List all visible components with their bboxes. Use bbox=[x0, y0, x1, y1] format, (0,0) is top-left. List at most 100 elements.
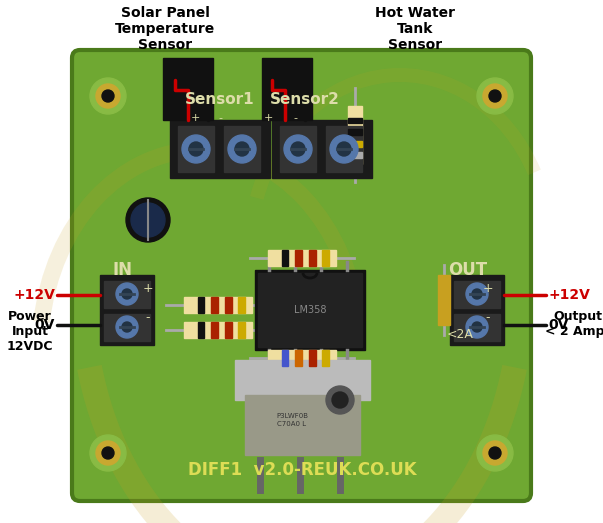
Bar bbox=[255, 270, 365, 350]
Bar bbox=[348, 129, 362, 135]
Circle shape bbox=[472, 289, 482, 299]
Circle shape bbox=[228, 135, 256, 163]
Bar bbox=[272, 120, 372, 178]
Circle shape bbox=[96, 441, 120, 465]
Circle shape bbox=[90, 78, 126, 114]
Bar bbox=[438, 275, 450, 325]
Circle shape bbox=[477, 78, 513, 114]
Bar bbox=[225, 297, 232, 313]
Text: +: + bbox=[482, 281, 493, 294]
Circle shape bbox=[90, 435, 126, 471]
Text: LM358: LM358 bbox=[294, 305, 326, 315]
Circle shape bbox=[102, 447, 114, 459]
Text: -: - bbox=[218, 113, 222, 123]
Bar bbox=[211, 297, 218, 313]
Bar bbox=[295, 250, 302, 266]
Circle shape bbox=[330, 135, 358, 163]
Text: Sensor2: Sensor2 bbox=[270, 93, 340, 108]
Circle shape bbox=[332, 392, 348, 408]
Bar bbox=[198, 297, 204, 313]
Circle shape bbox=[116, 283, 138, 305]
Circle shape bbox=[337, 142, 351, 156]
Text: +12V: +12V bbox=[13, 288, 55, 302]
Circle shape bbox=[489, 447, 501, 459]
Circle shape bbox=[235, 142, 249, 156]
Text: +: + bbox=[264, 113, 273, 123]
Text: -: - bbox=[146, 312, 150, 324]
Text: +: + bbox=[143, 281, 153, 294]
Circle shape bbox=[122, 289, 132, 299]
Circle shape bbox=[189, 142, 203, 156]
Bar bbox=[454, 281, 500, 308]
Text: Power
Input
12VDC: Power Input 12VDC bbox=[7, 310, 53, 353]
Bar bbox=[224, 126, 260, 172]
Text: Output
< 2 Amps: Output < 2 Amps bbox=[545, 310, 603, 338]
Circle shape bbox=[284, 135, 312, 163]
Circle shape bbox=[466, 283, 488, 305]
Bar bbox=[238, 322, 245, 338]
Bar bbox=[268, 250, 336, 266]
Circle shape bbox=[96, 84, 120, 108]
Circle shape bbox=[489, 90, 501, 102]
Bar bbox=[211, 322, 218, 338]
Bar bbox=[348, 106, 362, 164]
Bar bbox=[262, 58, 312, 120]
Text: -: - bbox=[486, 312, 490, 324]
Bar bbox=[280, 126, 316, 172]
Bar bbox=[348, 141, 362, 146]
Bar bbox=[184, 322, 252, 338]
Bar bbox=[245, 395, 360, 455]
Circle shape bbox=[126, 198, 170, 242]
Bar bbox=[258, 273, 362, 347]
Bar bbox=[309, 350, 315, 366]
FancyBboxPatch shape bbox=[72, 50, 531, 501]
Bar bbox=[282, 350, 288, 366]
Bar bbox=[309, 250, 315, 266]
Bar bbox=[454, 314, 500, 341]
Bar bbox=[198, 322, 204, 338]
Bar bbox=[184, 297, 252, 313]
Bar bbox=[178, 126, 214, 172]
Text: Hot Water
Tank
Sensor: Hot Water Tank Sensor bbox=[375, 6, 455, 52]
Bar bbox=[225, 322, 232, 338]
Text: 0V: 0V bbox=[548, 318, 569, 332]
Circle shape bbox=[326, 386, 354, 414]
Bar bbox=[348, 118, 362, 123]
Circle shape bbox=[122, 322, 132, 332]
Bar bbox=[100, 275, 154, 345]
Circle shape bbox=[291, 142, 305, 156]
Circle shape bbox=[472, 322, 482, 332]
Text: IN: IN bbox=[112, 261, 132, 279]
Bar bbox=[238, 297, 245, 313]
Bar bbox=[268, 350, 336, 366]
Bar bbox=[323, 350, 329, 366]
Circle shape bbox=[116, 316, 138, 338]
Bar bbox=[326, 126, 362, 172]
Text: Sensor1: Sensor1 bbox=[185, 93, 255, 108]
Circle shape bbox=[182, 135, 210, 163]
Circle shape bbox=[102, 90, 114, 102]
Text: +: + bbox=[191, 113, 200, 123]
Bar bbox=[170, 120, 270, 178]
Text: +12V: +12V bbox=[548, 288, 590, 302]
Circle shape bbox=[466, 316, 488, 338]
Text: Solar Panel
Temperature
Sensor: Solar Panel Temperature Sensor bbox=[115, 6, 215, 52]
Bar bbox=[163, 58, 213, 120]
Circle shape bbox=[131, 203, 165, 237]
Text: 0V: 0V bbox=[34, 318, 55, 332]
Bar bbox=[348, 152, 362, 158]
Bar bbox=[323, 250, 329, 266]
Circle shape bbox=[483, 84, 507, 108]
Text: OUT: OUT bbox=[449, 261, 488, 279]
Bar bbox=[235, 360, 370, 400]
Circle shape bbox=[483, 441, 507, 465]
Bar bbox=[104, 281, 150, 308]
Bar bbox=[282, 250, 288, 266]
Bar bbox=[295, 350, 302, 366]
Text: P3LWF0B
C70A0 L: P3LWF0B C70A0 L bbox=[276, 414, 308, 426]
Text: -: - bbox=[293, 113, 297, 123]
Text: DIFF1  v2.0-REUK.CO.UK: DIFF1 v2.0-REUK.CO.UK bbox=[188, 461, 416, 479]
Bar bbox=[450, 275, 504, 345]
Text: <2A: <2A bbox=[447, 328, 473, 342]
Bar bbox=[104, 314, 150, 341]
